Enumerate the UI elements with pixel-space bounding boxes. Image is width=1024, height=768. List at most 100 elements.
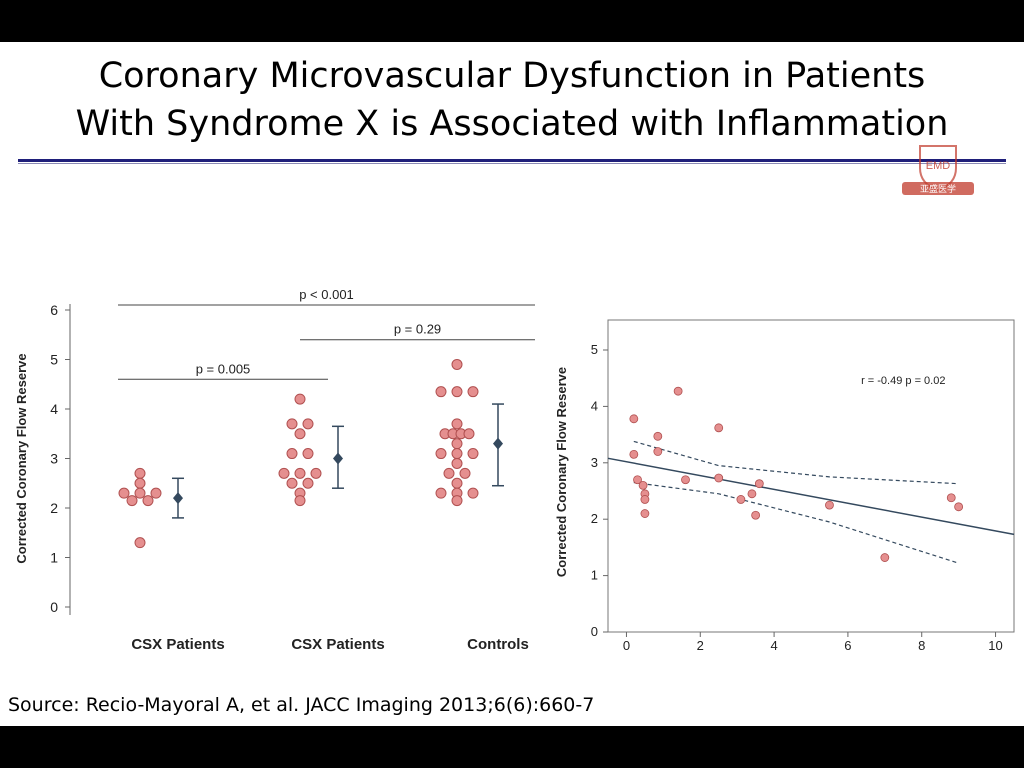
confidence-band-lower (633, 481, 959, 564)
data-point (451, 358, 463, 370)
data-point (451, 457, 463, 469)
data-point (294, 495, 306, 507)
x-tick-label: 6 (844, 638, 851, 650)
title-divider-thin (18, 163, 1006, 164)
data-point (751, 510, 761, 520)
x-tick-label: 8 (918, 638, 925, 650)
crp-regression-chart: 0246810012345High Sensitivity C-reactive… (554, 319, 1015, 650)
data-point (142, 495, 154, 507)
logo-subtext: 亚盛医学 (920, 183, 956, 194)
group-scatter-chart: 0 1 2 3 4 5 6 Corrected Coronary Flow Reserve p … (14, 287, 535, 650)
data-point (134, 487, 146, 499)
data-point (629, 449, 639, 459)
data-point (714, 473, 724, 483)
data-point (302, 448, 314, 460)
data-point (681, 475, 690, 485)
emd-logo-icon: EMD 亚盛医学 (902, 145, 974, 195)
data-point (294, 393, 306, 405)
data-point (747, 489, 757, 499)
y-tick-label: 4 (50, 401, 58, 417)
data-point (825, 500, 834, 510)
mean-marker (173, 492, 183, 505)
y-axis-label: Corrected Coronary Flow Reserve (554, 367, 569, 577)
mean-marker (333, 452, 343, 465)
y-axis-label: Corrected Coronary Flow Reserve (14, 353, 29, 563)
x-tick-label: 10 (988, 638, 1002, 650)
title-divider (18, 159, 1006, 162)
data-point (736, 495, 746, 504)
y-tick-label: 2 (50, 500, 58, 516)
data-point (435, 487, 447, 499)
data-point (435, 386, 447, 398)
data-point (451, 495, 463, 507)
data-point (134, 467, 146, 479)
data-point (467, 448, 479, 460)
category-label: Controls (467, 636, 529, 650)
bottom-letterbox (0, 726, 1024, 768)
slide-title: Coronary Microvascular Dysfunction in Pa… (0, 52, 1024, 148)
y-tick-label: 1 (591, 568, 598, 583)
title-line-2: With Syndrome X is Associated with Infla… (75, 104, 949, 144)
data-point (443, 467, 455, 479)
data-point (435, 448, 447, 460)
y-tick-label: 2 (591, 511, 598, 526)
regression-line (607, 457, 1015, 536)
data-point (451, 438, 463, 450)
data-point (467, 386, 479, 398)
logo-ribbon (902, 182, 974, 195)
data-point (150, 487, 162, 499)
data-point (629, 414, 639, 424)
data-point (653, 447, 663, 456)
data-point (126, 495, 138, 507)
data-point (754, 479, 764, 489)
data-point (459, 467, 471, 479)
data-point (954, 502, 964, 512)
top-letterbox (0, 0, 1024, 42)
plot-frame (607, 319, 1015, 633)
correlation-annotation: r = -0.49 p = 0.02 (861, 375, 945, 387)
mean-marker (493, 437, 503, 450)
x-tick-label: 4 (770, 638, 777, 650)
y-tick-label: 4 (591, 398, 598, 413)
data-point (278, 467, 290, 479)
data-point (880, 553, 890, 562)
y-tick-label: 6 (50, 302, 58, 318)
x-tick-label: 2 (697, 638, 704, 650)
data-point (451, 477, 463, 489)
data-point (302, 477, 314, 489)
data-point (673, 386, 683, 396)
title-line-1: Coronary Microvascular Dysfunction in Pa… (98, 56, 926, 96)
data-point (286, 418, 298, 430)
logo-text: EMD (926, 160, 951, 172)
data-point (638, 480, 648, 490)
data-point (946, 493, 956, 503)
y-tick-label: 3 (591, 455, 598, 470)
y-tick-label: 5 (591, 342, 598, 357)
y-tick-label: 0 (591, 624, 598, 639)
data-point (451, 386, 463, 398)
data-point (451, 418, 463, 430)
data-point (286, 448, 298, 460)
data-point (640, 495, 650, 504)
data-point (640, 509, 650, 518)
data-point (294, 467, 306, 479)
data-point (451, 448, 463, 460)
data-point (714, 423, 724, 433)
slide: Coronary Microvascular Dysfunction in Pa… (0, 42, 1024, 726)
p-value-label: p = 0.29 (394, 322, 441, 337)
x-tick-label: 0 (623, 638, 630, 650)
y-tick-label: 3 (50, 451, 58, 467)
y-tick-label: 5 (50, 352, 58, 368)
data-point (467, 487, 479, 499)
confidence-band-upper (633, 440, 959, 485)
source-citation: Source: Recio-Mayoral A, et al. JACC Ima… (8, 694, 595, 716)
data-point (134, 537, 146, 549)
data-point (302, 418, 314, 430)
p-value-label: p = 0.005 (196, 361, 251, 376)
y-tick-label: 0 (50, 599, 58, 615)
category-label: CSX Patients (131, 636, 224, 650)
p-value-label: p < 0.001 (299, 287, 354, 302)
data-point (118, 487, 130, 499)
data-point (463, 428, 475, 440)
y-tick-label: 1 (50, 550, 58, 566)
